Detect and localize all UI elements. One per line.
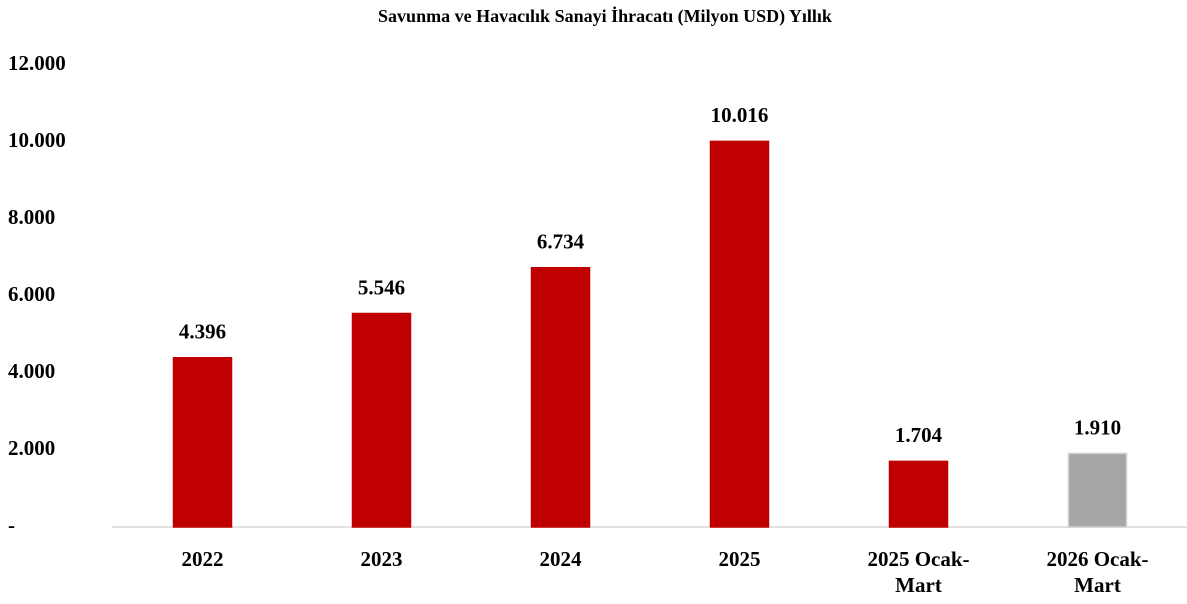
bar [530, 266, 591, 528]
x-tick-label: 2025 [718, 547, 761, 571]
y-tick-label: 4.000 [8, 359, 55, 383]
x-tick-label: 2023 [360, 547, 403, 571]
x-tick-label: 2025 Ocak-Mart [867, 547, 970, 597]
y-tick-label: 12.000 [8, 51, 66, 75]
value-label: 5.546 [358, 275, 405, 299]
value-label: 10.016 [711, 103, 769, 127]
y-tick-label: 6.000 [8, 282, 55, 306]
x-tick-label: 2026 Ocak-Mart [1046, 547, 1149, 597]
bar [709, 140, 770, 528]
value-label: 1.910 [1074, 415, 1121, 439]
y-tick-label: - [8, 513, 15, 537]
bar [351, 312, 412, 528]
bar [172, 357, 233, 528]
x-tick-label: 2024 [539, 547, 582, 571]
bar [1067, 452, 1128, 528]
chart-title: Savunma ve Havacılık Sanayi İhracatı (Mi… [378, 6, 832, 27]
value-label: 1.704 [895, 423, 943, 447]
y-tick-label: 10.000 [8, 128, 66, 152]
value-label: 6.734 [537, 230, 585, 254]
x-tick-label: 2022 [181, 547, 224, 571]
y-tick-label: 8.000 [8, 205, 55, 229]
value-label: 4.396 [179, 320, 226, 344]
bar [888, 460, 949, 528]
y-tick-label: 2.000 [8, 436, 55, 460]
